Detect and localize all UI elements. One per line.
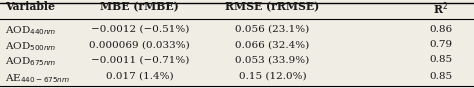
Text: −0.0011 (−0.71%): −0.0011 (−0.71%) <box>91 55 189 64</box>
Text: AOD$_{675nm}$: AOD$_{675nm}$ <box>5 55 56 68</box>
Text: 0.056 (23.1%): 0.056 (23.1%) <box>236 25 310 34</box>
Text: 0.000069 (0.033%): 0.000069 (0.033%) <box>90 40 190 49</box>
Text: 0.066 (32.4%): 0.066 (32.4%) <box>236 40 310 49</box>
Text: AOD$_{500nm}$: AOD$_{500nm}$ <box>5 40 56 53</box>
Text: −0.0012 (−0.51%): −0.0012 (−0.51%) <box>91 25 189 34</box>
Text: MBE (rMBE): MBE (rMBE) <box>100 1 179 12</box>
Text: 0.85: 0.85 <box>429 72 452 81</box>
Text: R$^{2}$: R$^{2}$ <box>433 1 448 18</box>
Text: AE$_{440-675nm}$: AE$_{440-675nm}$ <box>5 72 70 84</box>
Text: RMSE (rRMSE): RMSE (rRMSE) <box>226 1 319 12</box>
Text: 0.15 (12.0%): 0.15 (12.0%) <box>239 72 306 81</box>
Text: 0.85: 0.85 <box>429 55 452 64</box>
Text: 0.86: 0.86 <box>429 25 452 34</box>
Text: 0.79: 0.79 <box>429 40 452 49</box>
Text: 0.017 (1.4%): 0.017 (1.4%) <box>106 72 173 81</box>
Text: 0.053 (33.9%): 0.053 (33.9%) <box>236 55 310 64</box>
Text: Variable: Variable <box>5 1 55 12</box>
Text: AOD$_{440nm}$: AOD$_{440nm}$ <box>5 25 56 37</box>
